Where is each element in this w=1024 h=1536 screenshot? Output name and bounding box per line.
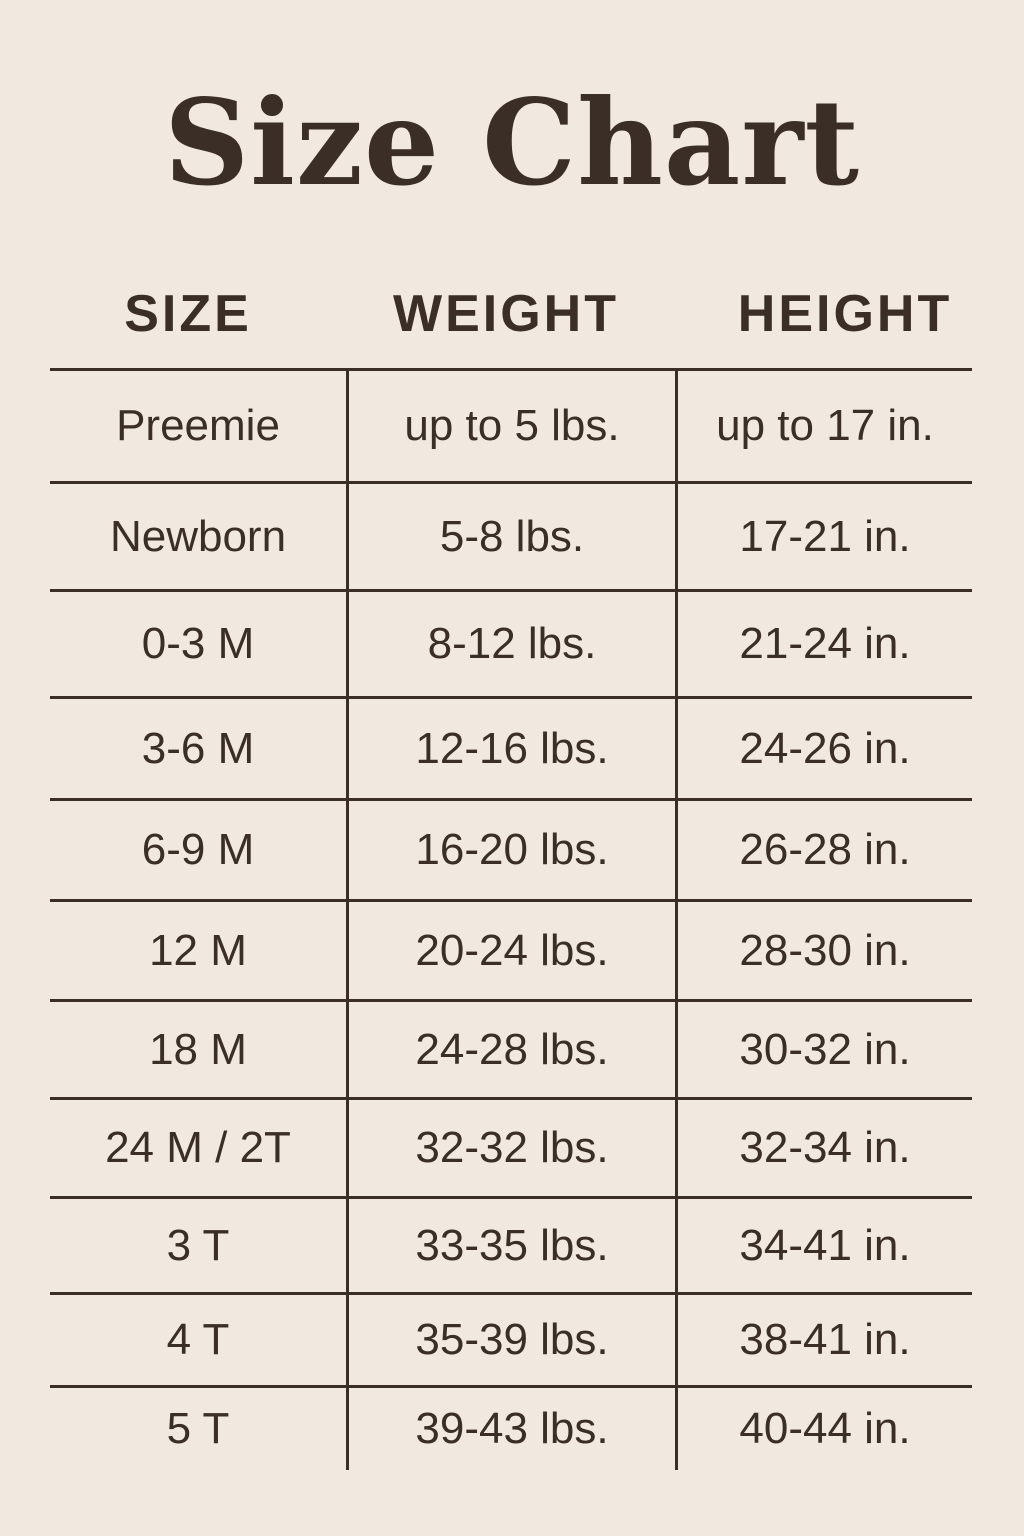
- cell-height: 34-41 in.: [675, 1199, 972, 1292]
- cell-size: 18 M: [149, 1024, 247, 1074]
- cell-weight: 5-8 lbs.: [346, 484, 675, 589]
- table-row: 3-6 M 12-16 lbs. 24-26 in.: [50, 696, 972, 798]
- column-header-size: SIZE: [124, 285, 252, 343]
- cell-size: 0-3 M: [141, 619, 255, 668]
- cell-weight: 12-16 lbs.: [346, 699, 675, 798]
- cell-weight: 16-20 lbs.: [346, 801, 675, 899]
- table-row: Preemie up to 5 lbs. up to 17 in.: [50, 368, 972, 481]
- cell-size: 3-6 M: [141, 723, 255, 773]
- cell-size: 4 T: [166, 1315, 230, 1364]
- cell-height: 30-32 in.: [675, 1002, 972, 1097]
- column-header-weight: WEIGHT: [393, 285, 619, 343]
- cell-size: 3 T: [166, 1220, 230, 1270]
- cell-weight: 32-32 lbs.: [346, 1100, 675, 1196]
- cell-height: 26-28 in.: [675, 801, 972, 899]
- table-row: 6-9 M 16-20 lbs. 26-28 in.: [50, 798, 972, 899]
- cell-weight: 39-43 lbs.: [346, 1388, 675, 1470]
- page-title: Size Chart: [163, 73, 861, 212]
- table-row: Newborn 5-8 lbs. 17-21 in.: [50, 481, 972, 589]
- table-row: 24 M / 2T 32-32 lbs. 32-34 in.: [50, 1097, 972, 1196]
- cell-size: 12 M: [149, 925, 247, 975]
- cell-weight: 20-24 lbs.: [346, 902, 675, 999]
- cell-size: Preemie: [116, 401, 280, 450]
- table-row: 0-3 M 8-12 lbs. 21-24 in.: [50, 589, 972, 696]
- cell-height: 21-24 in.: [675, 592, 972, 696]
- cell-height: 24-26 in.: [675, 699, 972, 798]
- cell-height: 17-21 in.: [675, 484, 972, 589]
- table-row: 4 T 35-39 lbs. 38-41 in.: [50, 1292, 972, 1385]
- cell-size: 24 M / 2T: [105, 1123, 291, 1172]
- cell-weight: up to 5 lbs.: [346, 371, 675, 481]
- cell-size: Newborn: [109, 511, 287, 561]
- cell-height: up to 17 in.: [675, 371, 972, 481]
- cell-weight: 33-35 lbs.: [346, 1199, 675, 1292]
- cell-weight: 35-39 lbs.: [346, 1295, 675, 1385]
- table-row: 3 T 33-35 lbs. 34-41 in.: [50, 1196, 972, 1292]
- cell-height: 38-41 in.: [675, 1295, 972, 1385]
- cell-height: 32-34 in.: [675, 1100, 972, 1196]
- cell-height: 28-30 in.: [675, 902, 972, 999]
- cell-size: 6-9 M: [141, 825, 255, 874]
- cell-height: 40-44 in.: [675, 1388, 972, 1470]
- cell-size: 5 T: [166, 1404, 230, 1453]
- table-row: 18 M 24-28 lbs. 30-32 in.: [50, 999, 972, 1097]
- cell-weight: 24-28 lbs.: [346, 1002, 675, 1097]
- size-table: Preemie up to 5 lbs. up to 17 in. Newborn 5-…: [50, 368, 972, 1470]
- table-row: 12 M 20-24 lbs. 28-30 in.: [50, 899, 972, 999]
- table-row: 5 T 39-43 lbs. 40-44 in.: [50, 1385, 972, 1470]
- column-header-height: HEIGHT: [737, 285, 953, 343]
- cell-weight: 8-12 lbs.: [346, 592, 675, 696]
